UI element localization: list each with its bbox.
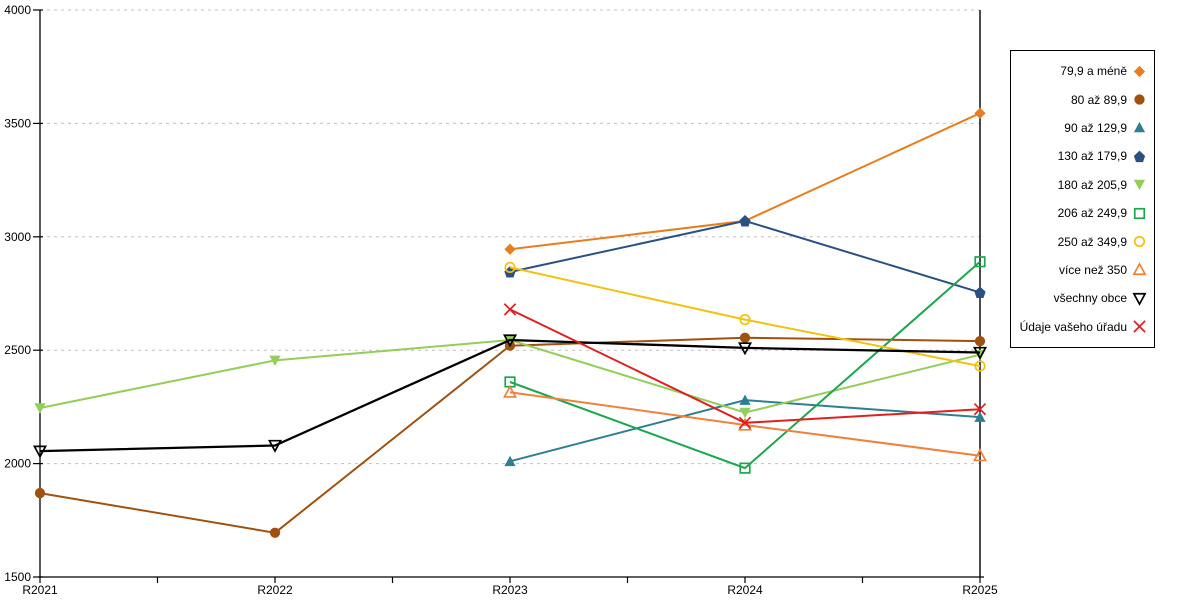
legend-item-5: 180 až 205,9 [1011,177,1154,192]
legend-label: 180 až 205,9 [1057,177,1127,192]
series-line [509,260,981,470]
marker-circle-open [1133,235,1146,248]
legend-item-9: všechny obce [1011,291,1154,306]
legend-label: 130 až 179,9 [1057,149,1127,164]
data-point [267,439,283,453]
data-point [739,332,751,343]
marker-triangle-up-open [1132,262,1147,276]
data-point [974,335,986,347]
data-point [504,243,516,255]
legend-label: 250 až 349,9 [1057,234,1127,249]
data-point [737,342,753,356]
marker-circle [1134,94,1145,105]
series-line [509,391,981,457]
data-point [739,462,751,474]
data-point [34,487,46,499]
data-point [973,402,987,416]
marker-pentagon [1133,150,1146,162]
x-tick-label: R2024 [727,583,763,597]
data-point [738,416,752,429]
series-2 [34,332,986,538]
data-point [974,360,986,372]
legend-marker-pentagon-icon [1133,150,1146,162]
series-line [509,219,981,294]
legend-label: více než 350 [1058,262,1127,277]
data-point [504,455,516,467]
legend-marker-triangle-down-open-icon [1132,292,1147,306]
data-point [972,346,988,360]
data-point [503,303,517,316]
series-line [509,308,981,424]
data-point [269,355,281,367]
legend-label: všechny obce [1053,291,1127,306]
x-tick-label: R2023 [492,583,528,597]
legend-marker-triangle-up-open-icon [1132,262,1147,276]
legend-marker-diamond-icon [1133,65,1146,77]
series-line [39,338,981,453]
data-point [972,448,988,462]
legend-item-8: více než 350 [1011,262,1154,277]
y-tick-label: 2000 [4,457,31,471]
x-tick-label: R2025 [962,583,998,597]
marker-triangle-up [1133,122,1146,133]
legend-label: 80 až 89,9 [1070,92,1127,107]
marker-triangle-down-open [1132,292,1147,306]
y-tick-label: 3000 [4,230,31,244]
series-10 [503,303,987,429]
legend-marker-triangle-down-icon [1133,179,1146,191]
legend-box: 79,9 a méně 80 až 89,9 90 až 129,9 130 až 1… [1010,50,1155,348]
data-point [974,286,986,298]
series-9 [32,334,988,459]
data-point [739,215,751,227]
y-tick-label: 2500 [4,343,31,357]
legend-item-7: 250 až 349,9 [1011,234,1154,249]
data-point [739,407,751,419]
legend-label: 206 až 249,9 [1057,206,1127,221]
series-line [39,336,981,534]
data-point [739,313,751,326]
series-6 [504,256,986,474]
y-tick-label: 4000 [4,3,31,17]
legend-item-1: 79,9 a méně [1011,64,1154,79]
data-point [34,403,46,414]
data-point [32,445,48,459]
series-1 [504,107,986,255]
data-point [504,261,516,274]
data-point [269,527,281,538]
legend-item-10: Údaje vašeho úřadu [1011,319,1154,334]
data-point [974,411,986,422]
data-point [739,394,751,405]
legend-item-4: 130 až 179,9 [1011,149,1154,164]
series-4 [504,215,986,298]
x-tick-label: R2022 [257,583,293,597]
legend-item-6: 206 až 249,9 [1011,206,1154,221]
legend-marker-x-icon [1133,320,1146,333]
series-3 [504,394,986,467]
data-point [974,256,986,268]
legend-label: 79,9 a méně [1060,64,1127,79]
data-point [502,334,518,348]
legend-item-3: 90 až 129,9 [1011,120,1154,135]
y-tick-label: 3500 [4,116,31,130]
y-tick-label: 1500 [4,570,31,584]
legend-label: Údaje vašeho úřadu [1019,319,1127,334]
legend-marker-square-open-icon [1133,207,1146,219]
marker-diamond [1133,65,1146,77]
marker-square-open [1133,207,1146,219]
legend-label: 90 až 129,9 [1064,120,1127,135]
legend-marker-circle-open-icon [1133,235,1146,248]
series-line [509,112,981,251]
legend-item-2: 80 až 89,9 [1011,92,1154,107]
legend-marker-triangle-up-icon [1133,122,1146,133]
marker-triangle-down [1133,179,1146,191]
data-point [502,384,518,398]
data-point [974,107,986,119]
legend-marker-circle-icon [1134,94,1145,105]
x-tick-label: R2021 [22,583,58,597]
marker-x [1133,320,1146,333]
